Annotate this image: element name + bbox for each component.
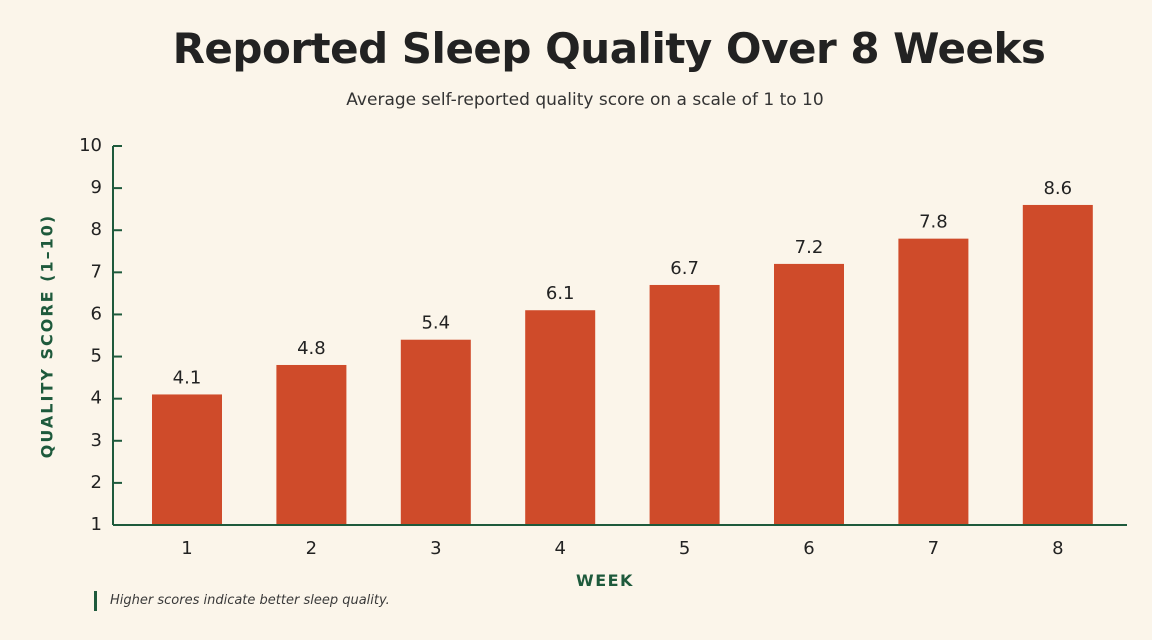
bar-value-label: 7.2 [795,237,824,258]
footnote: Higher scores indicate better sleep qual… [94,591,390,611]
x-tick-label: 6 [803,538,814,559]
y-axis: 1 2 3 4 5 6 7 8 9 10 [79,135,122,535]
y-axis-title: QUALITY SCORE (1–10) [38,214,57,458]
y-tick-label: 2 [91,472,102,493]
bar-week-1 [152,394,222,525]
y-tick-label: 8 [91,219,102,240]
y-tick-label: 1 [91,514,102,535]
x-tick-label: 2 [306,538,317,559]
x-tick-label: 8 [1052,538,1063,559]
bar-week-5 [649,284,720,525]
bar-value-label: 6.7 [670,258,699,279]
x-tick-label: 5 [679,538,690,559]
y-tick-label: 5 [91,346,102,367]
y-tick-label: 4 [91,388,102,409]
value-labels-layer: 4.1 4.8 5.4 6.1 6.7 7.2 7.8 8.6 [173,178,1072,389]
y-tick-label: 10 [79,135,102,156]
x-tick-label: 1 [181,538,192,559]
y-tick-label: 7 [91,261,102,282]
bar-week-4 [525,310,596,525]
x-tick-label: 7 [928,538,939,559]
bar-week-7 [898,238,969,525]
bar-value-label: 4.1 [173,367,202,388]
y-tick-label: 3 [91,430,102,451]
bar-value-label: 7.8 [919,212,948,233]
bar-value-label: 5.4 [421,313,450,334]
bar-week-2 [276,364,347,525]
x-axis: 1 2 3 4 5 6 7 8 [113,524,1127,559]
chart-title: Reported Sleep Quality Over 8 Weeks [172,24,1046,73]
chart-subtitle: Average self-reported quality score on a… [346,90,824,110]
bar-value-label: 4.8 [297,338,326,359]
x-tick-label: 4 [554,538,565,559]
bar-week-8 [1022,204,1093,525]
bar-week-3 [400,339,471,525]
bar-week-6 [774,263,844,525]
y-tick-label: 6 [91,303,102,324]
y-tick-label: 9 [91,177,102,198]
bar-value-label: 8.6 [1043,178,1072,199]
bar-value-label: 6.1 [546,283,575,304]
bars-layer [152,204,1093,525]
x-tick-label: 3 [430,538,441,559]
x-axis-title: WEEK [576,571,634,590]
